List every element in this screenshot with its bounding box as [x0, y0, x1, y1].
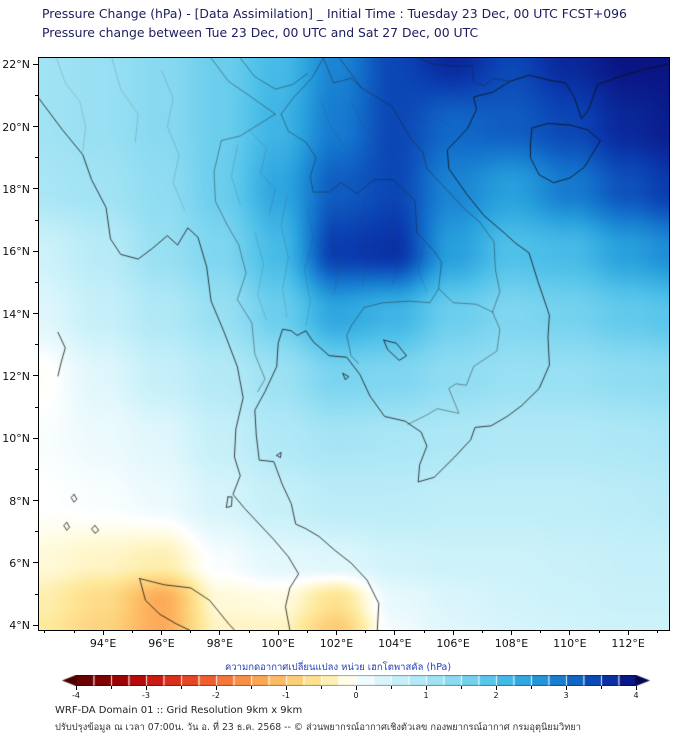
colorbar-tick-label: -1 — [282, 691, 290, 700]
colorbar-tick-label: -4 — [72, 691, 80, 700]
colorbar-tick — [145, 686, 147, 690]
y-axis-tick-label: 20°N — [2, 120, 30, 134]
colorbar-minor-tick — [250, 686, 252, 689]
map-plot-frame — [38, 57, 670, 631]
colorbar-tick-label: 2 — [493, 691, 499, 700]
colorbar-tick — [215, 686, 217, 690]
y-axis-tick-label: 22°N — [2, 58, 30, 72]
colorbar-minor-tick — [180, 686, 182, 689]
y-axis-tick-label: 6°N — [9, 556, 30, 570]
y-axis-tick-label: 18°N — [2, 182, 30, 196]
x-axis-tick-label: 94°E — [89, 637, 117, 650]
colorbar-minor-tick — [530, 686, 532, 689]
y-axis-tick-label: 16°N — [2, 245, 30, 259]
y-axis-tick-label: 4°N — [9, 619, 30, 633]
colorbar-tick-label: 0 — [353, 691, 359, 700]
x-axis-tick-label: 108°E — [494, 637, 529, 650]
x-axis-tick-label: 96°E — [148, 637, 175, 650]
x-axis-tick-label: 106°E — [436, 637, 470, 650]
colorbar-minor-tick — [110, 686, 112, 689]
colorbar-tick — [285, 686, 287, 690]
colorbar-tick — [75, 686, 77, 690]
colorbar-tick-label: 4 — [633, 691, 639, 700]
colorbar-tick — [425, 686, 427, 690]
colorbar-tick-label: 3 — [563, 691, 569, 700]
colorbar-tick-label: -2 — [212, 691, 220, 700]
colorbar-tick-label: -3 — [142, 691, 150, 700]
x-axis-tick-label: 110°E — [553, 637, 587, 650]
colorbar-tick — [565, 686, 567, 690]
colorbar-tick-label: 1 — [423, 691, 429, 700]
colorbar-minor-tick — [390, 686, 392, 689]
colorbar-tick — [355, 686, 357, 690]
colorbar-minor-tick — [600, 686, 602, 689]
colorbar-label: ความกดอากาศเปลี่ยนแปลง หน่วย เฮกโตพาสคัล… — [224, 662, 452, 673]
x-axis-tick-label: 112°E — [611, 637, 645, 650]
x-axis-tick-label: 102°E — [319, 637, 354, 650]
colorbar-tick — [635, 686, 637, 690]
footer-domain-info: WRF-DA Domain 01 :: Grid Resolution 9km … — [55, 705, 303, 716]
page-subtitle: Pressure change between Tue 23 Dec, 00 U… — [42, 25, 479, 40]
colorbar-minor-tick — [320, 686, 322, 689]
page-title: Pressure Change (hPa) - [Data Assimilati… — [42, 6, 627, 21]
footer-update-info: ปรับปรุงข้อมูล ณ เวลา 07:00น. วัน อ. ที่… — [55, 722, 581, 733]
y-axis-tick-label: 10°N — [2, 432, 30, 446]
x-axis-tick-label: 98°E — [206, 637, 234, 650]
y-axis-tick-label: 14°N — [2, 307, 30, 321]
colorbar-tick — [495, 686, 497, 690]
x-axis-tick-label: 104°E — [378, 637, 412, 650]
pressure-change-map-canvas — [39, 58, 669, 630]
colorbar-minor-tick — [460, 686, 462, 689]
y-axis-tick-label: 12°N — [2, 369, 30, 383]
x-axis-tick-label: 100°E — [261, 637, 295, 650]
colorbar — [62, 675, 650, 686]
y-axis-tick-label: 8°N — [9, 494, 30, 508]
